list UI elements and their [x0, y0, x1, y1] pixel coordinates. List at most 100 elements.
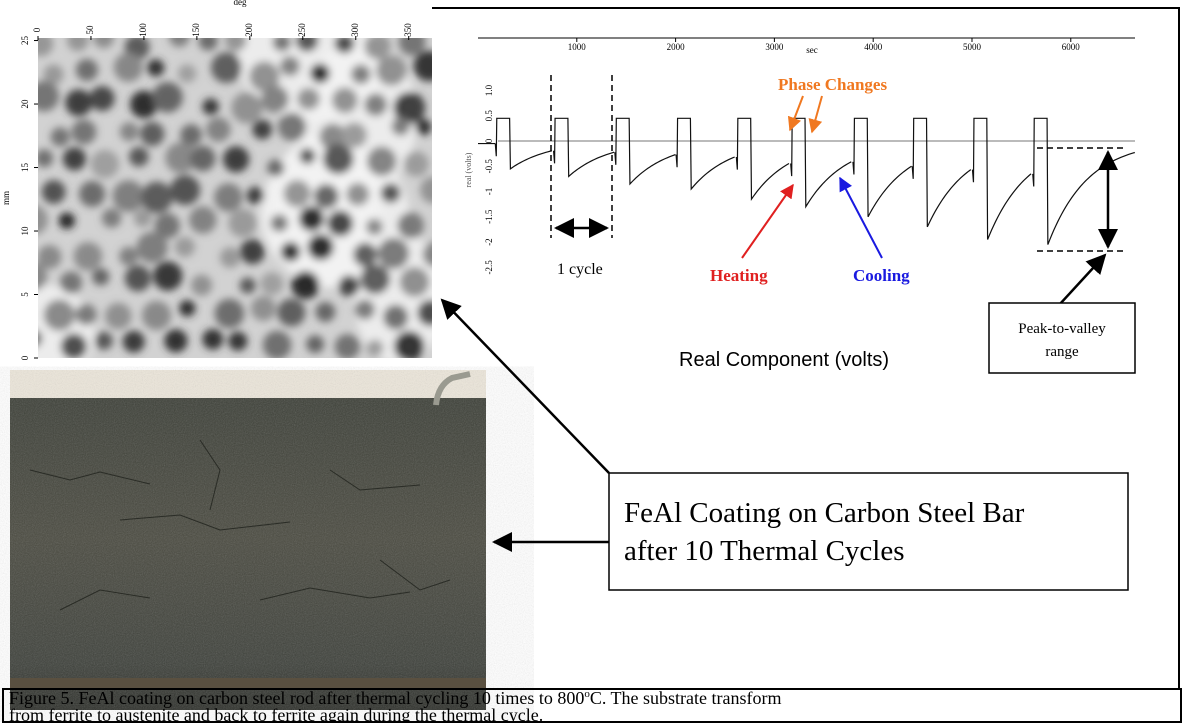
- map-blob: [414, 51, 445, 82]
- map-blob: [252, 120, 272, 140]
- signal-cycle: [912, 118, 971, 227]
- map-blob: [112, 180, 144, 212]
- map-blob: [346, 183, 369, 206]
- map-blob: [60, 271, 82, 293]
- caption: Figure 5. FeAl coating on carbon steel r…: [2, 688, 1182, 723]
- map-blob: [189, 206, 216, 233]
- signal-y-tick-label: 1.0: [484, 84, 494, 96]
- map-blob: [228, 332, 247, 351]
- map-blob: [152, 82, 183, 113]
- map-blob: [199, 32, 218, 51]
- map-blob: [71, 120, 96, 145]
- map-blob: [335, 334, 360, 359]
- map-blob: [251, 296, 276, 321]
- map-y-label: mm: [1, 191, 11, 205]
- map-blob: [190, 146, 216, 172]
- signal-cycle: [554, 118, 615, 176]
- map-blob: [391, 117, 409, 135]
- map-blob: [376, 55, 406, 85]
- map-blob: [338, 275, 359, 296]
- signal-cycle: [853, 118, 912, 217]
- map-blob: [214, 183, 243, 212]
- bar-edge: [10, 678, 486, 688]
- map-blob: [277, 298, 305, 326]
- map-blob: [179, 300, 195, 316]
- map-blob: [351, 64, 371, 84]
- signal-x-tick-label: 2000: [667, 42, 686, 52]
- map-blob: [240, 277, 256, 293]
- map-blob: [267, 159, 284, 176]
- map-blob: [24, 330, 42, 348]
- signal-y-tick-label: 0.5: [484, 110, 494, 122]
- map-blob: [308, 234, 334, 260]
- map-blob: [142, 301, 171, 330]
- map-blob: [314, 184, 339, 209]
- map-x-tick-label: 0: [32, 27, 42, 32]
- map-blob: [202, 329, 223, 350]
- signal-cycle: [972, 118, 1031, 239]
- map-y-tick-label: 15: [20, 163, 30, 173]
- map-blob: [270, 214, 288, 232]
- map-blob: [35, 149, 53, 167]
- map-blob: [299, 206, 324, 231]
- map-blob: [260, 272, 283, 295]
- caption-text: from ferrite to austenite and back to fe…: [9, 705, 543, 723]
- map-blob: [306, 335, 324, 353]
- peak-box-text: range: [1045, 344, 1079, 360]
- map-blob: [29, 81, 59, 111]
- map-blob: [367, 146, 397, 176]
- map-blob: [332, 87, 358, 113]
- map-blob: [137, 232, 168, 263]
- map-blob: [223, 146, 249, 172]
- map-blob: [378, 238, 409, 269]
- map-blob: [281, 242, 301, 262]
- map-blob: [364, 33, 390, 59]
- signal-cycle: [676, 118, 735, 189]
- map-blob: [366, 218, 383, 235]
- heating-arrow: [742, 185, 793, 258]
- map-blob: [315, 302, 335, 322]
- signal-x-label: sec: [806, 45, 818, 55]
- cooling-label: Cooling: [853, 266, 910, 285]
- box-arrow: [1060, 255, 1105, 304]
- signal-cycle: [615, 118, 676, 184]
- real-component-label: Real Component (volts): [679, 349, 889, 371]
- phase-changes-label: Phase Changes: [778, 75, 887, 94]
- feal-box-text: FeAl Coating on Carbon Steel Bar: [624, 497, 1025, 529]
- map-blob: [125, 265, 151, 291]
- signal-y-tick-label: -0.5: [484, 159, 494, 174]
- map-blob: [397, 212, 424, 239]
- one-cycle-label: 1 cycle: [557, 261, 603, 278]
- map-blob: [273, 33, 292, 52]
- map-blob: [231, 92, 262, 123]
- signal-x-tick-label: 3000: [765, 42, 784, 52]
- map-blob: [342, 122, 368, 148]
- map-blob: [360, 264, 390, 294]
- map-blob: [364, 93, 387, 116]
- map-blob: [278, 113, 306, 141]
- map-blob: [28, 31, 53, 56]
- map-blob: [297, 88, 319, 110]
- signal-x-tick-label: 4000: [864, 42, 883, 52]
- map-x-tick-label: 300: [350, 23, 360, 37]
- map-blob: [169, 27, 189, 47]
- map-y-tick-label: 5: [20, 292, 30, 297]
- map-blob: [211, 52, 242, 83]
- map-blob: [129, 147, 149, 167]
- feal-box: [609, 473, 1128, 590]
- signal-cycle: [791, 118, 852, 206]
- map-blob: [134, 209, 152, 227]
- map-blob: [44, 299, 76, 331]
- phase-arrow: [790, 96, 803, 130]
- map-blob: [178, 64, 196, 82]
- map-blob: [120, 122, 139, 141]
- map-blob: [63, 147, 86, 170]
- map-blob: [381, 183, 401, 203]
- map-blob: [220, 247, 240, 267]
- map-blob: [394, 331, 424, 361]
- map-blob: [353, 243, 377, 267]
- map-blob: [247, 187, 265, 205]
